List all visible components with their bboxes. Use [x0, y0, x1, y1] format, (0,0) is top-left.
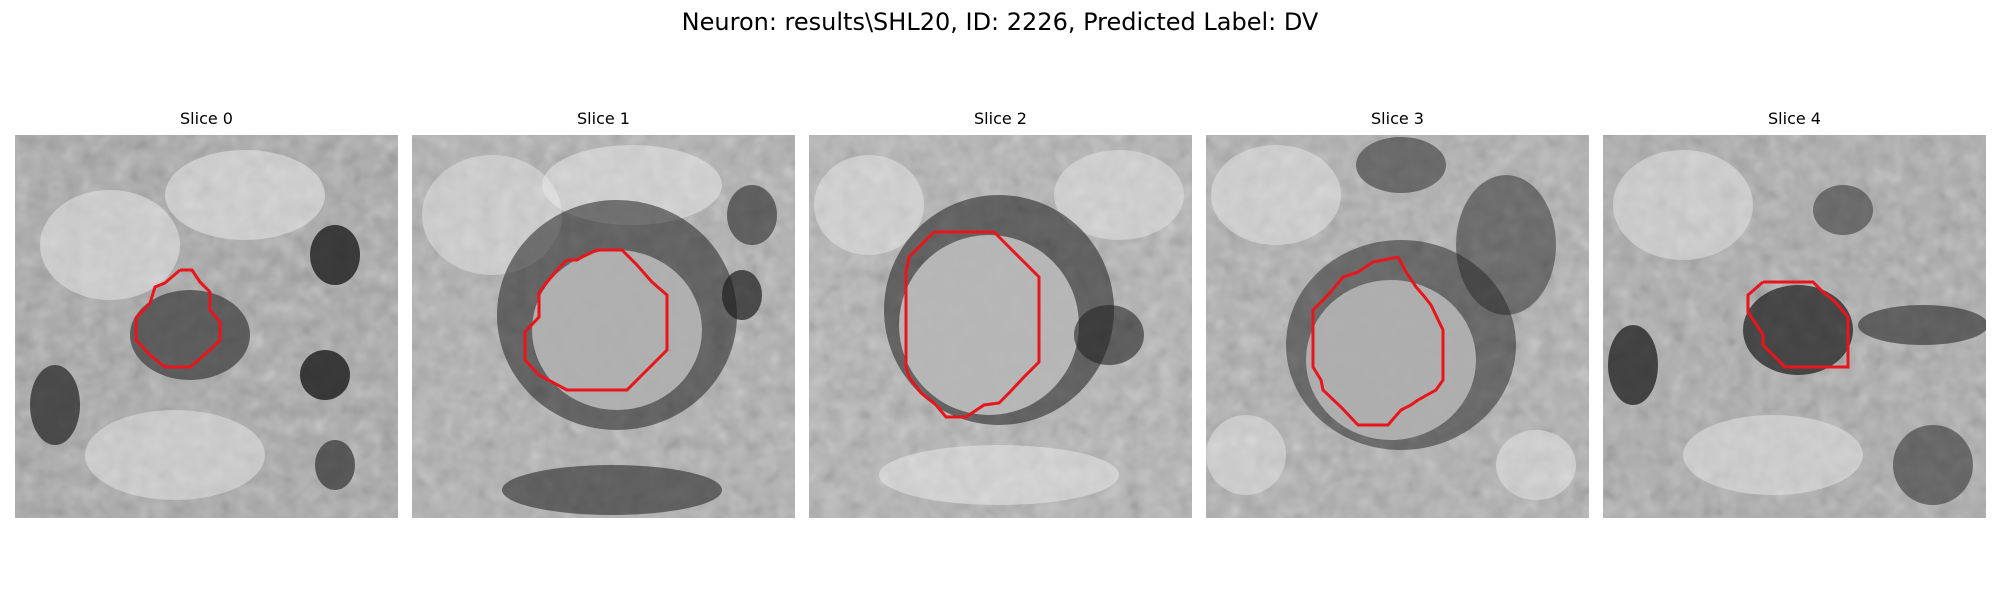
slice-image-3 — [1206, 135, 1589, 518]
slice-panel-1: Slice 1 — [412, 108, 795, 518]
slice-title-2: Slice 2 — [974, 109, 1027, 128]
slice-image-2 — [809, 135, 1192, 518]
neuron-contour-4 — [1746, 280, 1850, 369]
slice-title-0: Slice 0 — [180, 109, 233, 128]
slice-title-4: Slice 4 — [1768, 109, 1821, 128]
figure-title: Neuron: results\SHL20, ID: 2226, Predict… — [681, 8, 1319, 36]
neuron-contour-0 — [134, 268, 222, 369]
slice-panel-0: Slice 0 — [15, 108, 398, 518]
slice-panel-4: Slice 4 — [1603, 108, 1986, 518]
slice-title-1: Slice 1 — [577, 109, 630, 128]
slice-image-1 — [412, 135, 795, 518]
neuron-contour-1 — [523, 248, 669, 392]
slice-title-3: Slice 3 — [1371, 109, 1424, 128]
slice-panel-2: Slice 2 — [809, 108, 1192, 518]
slice-panel-3: Slice 3 — [1206, 108, 1589, 518]
slice-image-4 — [1603, 135, 1986, 518]
slice-image-0 — [15, 135, 398, 518]
neuron-contour-2 — [904, 230, 1041, 419]
neuron-contour-3 — [1311, 255, 1445, 427]
